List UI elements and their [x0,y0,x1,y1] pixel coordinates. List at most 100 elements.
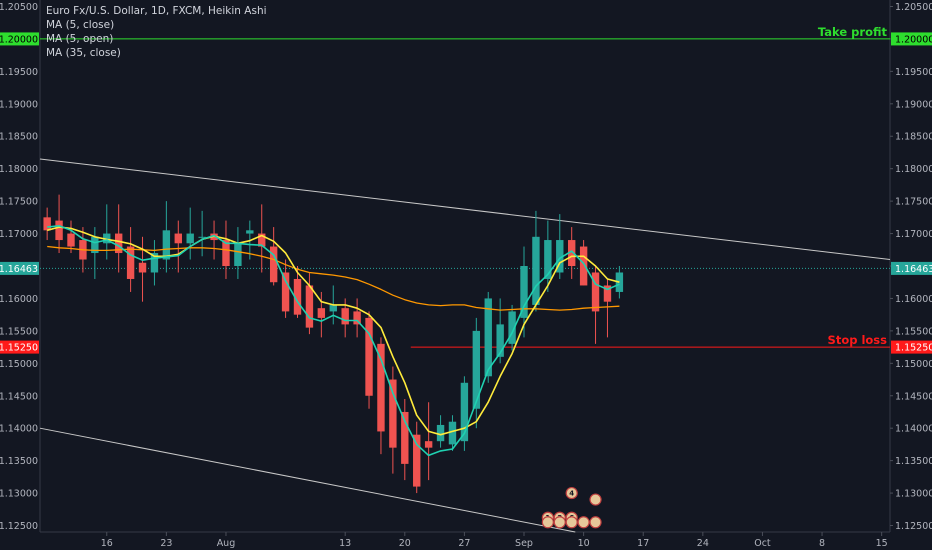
candle-down [43,217,51,231]
y-tick-label-right: 1.14000 [895,424,932,435]
candle-down [401,411,409,464]
candle-down [365,317,373,396]
candle-up [246,230,254,234]
event-marker-label: 4 [569,490,574,498]
y-tick-label-left: 1.19000 [0,99,38,110]
last-price-tag-left-bg [0,261,39,275]
y-tick-label-left: 1.16000 [0,294,38,305]
candle-down [67,233,75,247]
event-marker [577,516,590,529]
x-tick-label: 10 [578,538,590,549]
x-tick-label: 17 [637,538,649,549]
candle-up [329,304,337,312]
trend-lines [39,158,891,533]
event-marker [565,516,578,529]
event-markers: 4126 [541,486,602,529]
chart-legend: Euro Fx/U.S. Dollar, 1D, FXCM, Heikin As… [46,4,267,60]
y-tick-label-right: 1.15500 [895,326,932,337]
y-tick-label-right: 1.14500 [895,391,932,402]
chart-title[interactable]: Euro Fx/U.S. Dollar, 1D, FXCM, Heikin As… [46,5,267,17]
candle-down [568,240,576,266]
ma5-open-line [46,226,620,436]
take-profit-tag-left-bg [0,32,39,46]
event-marker [541,516,554,529]
candle-up [532,236,540,305]
candle-down [579,246,588,286]
y-tick-label-left: 1.15500 [0,326,38,337]
candle-down [126,246,135,279]
y-tick-label-right: 1.17000 [895,229,932,240]
stop-loss-label: Stop loss [828,333,888,347]
candle-down [591,272,600,312]
candle-down [341,308,349,325]
y-tick-label-left: 1.14000 [0,424,38,435]
x-tick-label: Sep [515,538,533,549]
candle-down [269,246,278,283]
candle-up [198,236,206,238]
x-tick-label: Oct [754,538,771,549]
y-tick-label-right: 1.17500 [895,197,932,208]
candle-down [138,262,147,273]
legend-ma35-close[interactable]: MA (35, close) [46,47,121,59]
last-price-tag-right-bg [891,261,932,275]
y-tick-label-left: 1.17500 [0,197,38,208]
y-tick-label-left: 1.14500 [0,391,38,402]
candle-up [556,240,564,273]
horizontal-lines: Take profit Stop loss [40,25,890,348]
y-tick-label-right: 1.18500 [895,132,932,143]
take-profit-tag-right: 1.20000 [895,34,932,45]
candle-down [281,272,290,312]
stop-loss-tag-right: 1.15250 [895,343,932,354]
event-marker [565,486,578,500]
y-tick-label-right: 1.16000 [895,294,932,305]
stop-loss-tag-left-bg [0,340,39,354]
y-tick-label-right: 1.13000 [895,489,932,500]
stop-loss-tag-right-bg [891,340,932,354]
y-tick-label-right: 1.12500 [895,521,932,532]
y-tick-label-right: 1.19000 [895,99,932,110]
candle-up [520,266,528,318]
y-tick-label-right: 1.18000 [895,164,932,175]
y-tick-label-left: 1.12500 [0,521,38,532]
candle-up [460,382,469,442]
candle-down [424,441,433,448]
x-tick-label: 20 [399,538,411,549]
y-tick-label-left: 1.13000 [0,489,38,500]
y-tick-label-right: 1.13500 [895,456,932,467]
take-profit-tag-right-bg [891,32,932,46]
candle-up [448,421,457,445]
legend-ma5-close[interactable]: MA (5, close) [46,19,115,31]
candle-down [603,285,612,302]
y-tick-label-left: 1.15000 [0,359,38,370]
candle-down [293,278,302,315]
candle-up [91,236,99,254]
candle-up [508,311,516,344]
y-tick-label-right: 1.20500 [895,2,932,13]
y-tick-label-left: 1.20500 [0,2,38,13]
candle-up [436,424,445,442]
legend-ma5-open[interactable]: MA (5, open) [46,33,114,45]
take-profit-tag-left: 1.20000 [0,34,38,45]
candle-up [496,324,504,357]
candle-down [174,233,182,244]
x-tick-label: Aug [217,538,236,549]
event-marker [589,493,602,506]
upper-trend-line [39,158,891,261]
x-tick-label: 8 [819,538,825,549]
candle-up [162,230,171,260]
x-tick-label: 15 [876,538,888,549]
x-tick-label: 24 [697,538,709,549]
y-tick-label-right: 1.15000 [895,359,932,370]
x-tick-label: 27 [458,538,470,549]
x-tick-label: 13 [339,538,351,549]
x-tick-label: 23 [160,538,172,549]
candle-up [186,233,194,244]
candle-down [222,240,230,266]
event-marker [589,516,602,529]
candle-down [317,308,326,318]
y-tick-label-left: 1.18500 [0,132,38,143]
candle-down [55,220,63,241]
y-tick-label-left: 1.18000 [0,164,38,175]
